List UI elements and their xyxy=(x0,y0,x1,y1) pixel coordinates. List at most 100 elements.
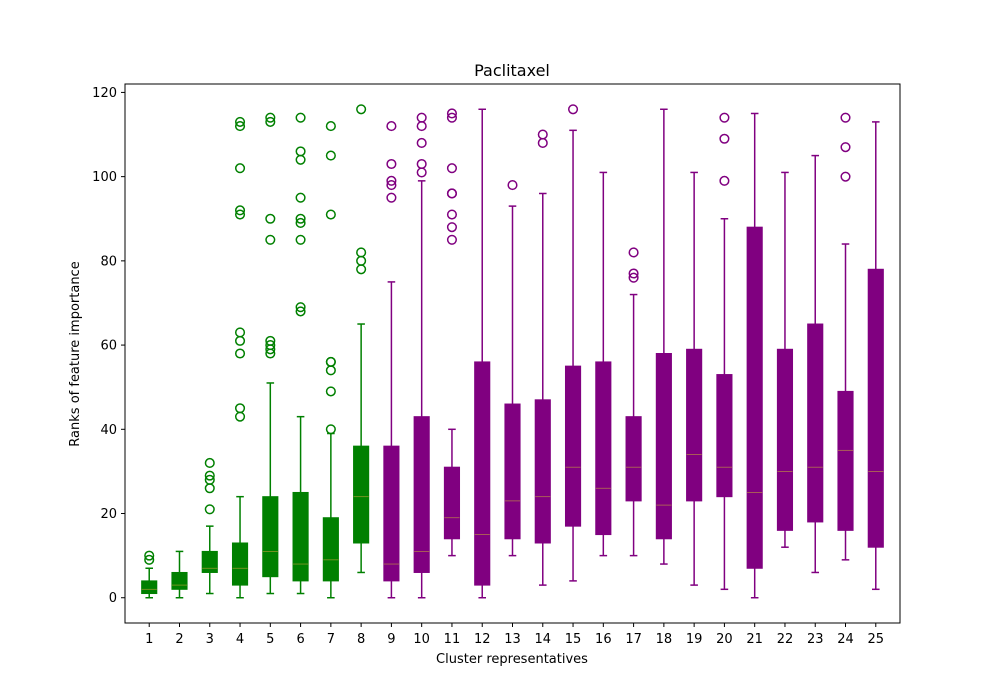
outlier-point xyxy=(234,327,246,338)
iqr-box xyxy=(686,348,703,502)
chart-title: Paclitaxel xyxy=(474,61,550,80)
x-tick-label: 15 xyxy=(565,632,582,647)
outlier-point xyxy=(628,247,639,258)
outlier-point xyxy=(295,302,306,313)
y-tick-label: 120 xyxy=(92,86,117,101)
x-tick-label: 5 xyxy=(266,632,274,647)
box-15 xyxy=(564,104,582,582)
outlier-point xyxy=(628,272,639,283)
x-tick-label: 22 xyxy=(777,632,794,647)
outlier-point xyxy=(386,180,397,191)
outlier-point xyxy=(719,112,730,123)
box-14 xyxy=(534,129,551,586)
outlier-point xyxy=(416,137,427,149)
y-tick-label: 40 xyxy=(100,423,117,438)
box-7 xyxy=(322,121,339,599)
box-20 xyxy=(716,112,733,591)
iqr-box xyxy=(353,445,370,544)
outlier-point xyxy=(295,234,306,245)
outlier-point xyxy=(234,209,246,220)
outlier-point xyxy=(446,234,458,245)
x-tick-label: 2 xyxy=(175,632,183,647)
box-21 xyxy=(746,112,763,599)
outlier-point xyxy=(446,112,458,123)
outlier-point xyxy=(265,112,276,123)
outlier-point xyxy=(446,209,458,220)
box-16 xyxy=(595,171,612,557)
iqr-box xyxy=(746,226,763,569)
x-tick-label: 16 xyxy=(595,632,612,647)
outlier-point xyxy=(628,268,639,279)
outlier-point xyxy=(356,104,367,115)
iqr-box xyxy=(171,571,188,590)
box-11 xyxy=(443,108,461,557)
iqr-box xyxy=(141,580,158,595)
outlier-point xyxy=(416,158,427,170)
x-tick-label: 23 xyxy=(807,632,824,647)
box-22 xyxy=(776,171,794,548)
x-axis: 1 2 3 4 5 6 7 8 9 10 11 12 13 14 15 16 17 18 19 20 21 22 23 24 2… xyxy=(145,623,884,647)
iqr-box xyxy=(867,268,884,548)
iqr-box xyxy=(655,353,672,540)
box-8 xyxy=(353,104,370,574)
outlier-point xyxy=(446,222,458,233)
outlier-point xyxy=(719,175,730,186)
plot-area xyxy=(141,104,884,599)
iqr-box xyxy=(595,361,612,536)
outlier-point xyxy=(204,474,215,485)
box-6 xyxy=(292,112,309,595)
x-tick-label: 7 xyxy=(327,632,335,647)
outlier-point xyxy=(295,146,306,157)
outlier-point xyxy=(325,365,336,376)
outlier-point xyxy=(234,116,246,127)
outlier-point xyxy=(295,112,306,123)
x-tick-label: 17 xyxy=(625,632,642,647)
y-axis: 0 20 40 60 80 100 120 xyxy=(92,86,125,606)
x-tick-label: 12 xyxy=(474,632,491,647)
iqr-box xyxy=(716,374,733,498)
box-19 xyxy=(686,171,703,586)
outlier-point xyxy=(234,335,246,346)
box-9 xyxy=(383,121,400,599)
outlier-point xyxy=(325,386,336,397)
iqr-box xyxy=(534,399,551,544)
iqr-box xyxy=(383,445,400,582)
outlier-point xyxy=(325,424,336,435)
box-25 xyxy=(867,121,884,591)
outlier-point xyxy=(265,116,276,127)
x-tick-label: 21 xyxy=(746,632,763,647)
x-tick-label: 11 xyxy=(444,632,461,647)
outlier-point xyxy=(204,470,215,481)
outlier-point xyxy=(840,112,851,123)
outlier-point xyxy=(204,504,215,515)
iqr-box xyxy=(474,361,491,586)
outlier-point xyxy=(295,217,306,229)
x-tick-label: 4 xyxy=(236,632,244,647)
outlier-point xyxy=(234,411,246,422)
outlier-point xyxy=(265,335,276,346)
outlier-point xyxy=(719,133,730,144)
box-17 xyxy=(625,247,642,557)
outlier-point xyxy=(144,550,155,561)
outlier-point xyxy=(507,180,518,191)
box-3 xyxy=(201,457,218,595)
outlier-point xyxy=(325,150,336,161)
box-5 xyxy=(262,112,279,595)
iqr-box xyxy=(231,542,249,586)
outlier-point xyxy=(234,403,246,414)
iqr-box xyxy=(322,517,339,582)
y-axis-label: Ranks of feature importance xyxy=(68,261,83,446)
x-axis-label: Cluster representatives xyxy=(436,652,588,667)
iqr-box xyxy=(413,416,430,573)
box-10 xyxy=(413,112,430,599)
outlier-point xyxy=(265,340,276,351)
iqr-box xyxy=(292,491,309,582)
x-tick-label: 10 xyxy=(413,632,430,647)
outlier-point xyxy=(295,306,306,317)
outlier-point xyxy=(356,264,367,275)
outlier-point xyxy=(325,356,336,367)
y-tick-label: 80 xyxy=(100,254,117,269)
outlier-point xyxy=(234,348,246,359)
x-tick-label: 8 xyxy=(357,632,365,647)
